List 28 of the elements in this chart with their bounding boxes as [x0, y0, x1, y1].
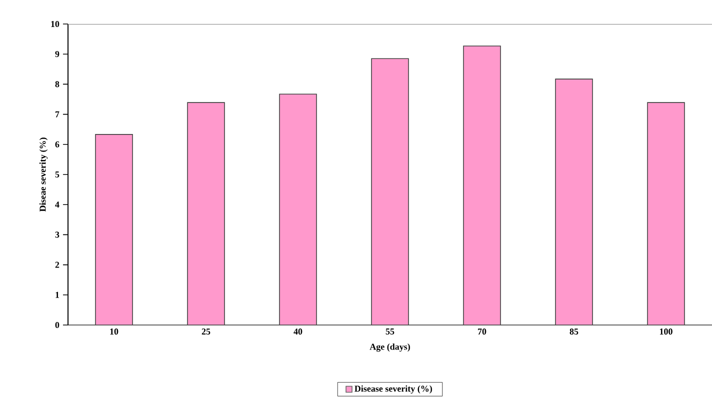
- y-tick-label: 5: [55, 171, 60, 178]
- y-axis-title: Diseae severity (%): [39, 138, 48, 212]
- bar: [187, 102, 225, 325]
- bar: [463, 46, 501, 325]
- x-tick-label: 10: [110, 328, 118, 335]
- x-tick-label: 85: [570, 328, 578, 335]
- y-tick-label: 1: [56, 292, 60, 298]
- x-tick-label: 55: [386, 328, 394, 335]
- bar: [95, 134, 133, 325]
- y-tick-label: 2: [55, 262, 60, 268]
- x-tick-label: 40: [294, 328, 302, 335]
- y-tick-label: 6: [55, 141, 60, 148]
- bar: [279, 94, 317, 325]
- x-axis-title: Age (days): [370, 343, 410, 352]
- y-tick-label: 3: [55, 232, 60, 238]
- x-tick-label: 100: [660, 328, 672, 335]
- bar: [647, 102, 685, 325]
- y-tick-label: 9: [55, 51, 60, 58]
- y-tick-label: 8: [55, 81, 60, 88]
- y-tick-label: 7: [55, 111, 60, 118]
- y-tick-label: 0: [55, 322, 60, 328]
- legend-label: Disease severity (%): [354, 385, 432, 394]
- x-tick-label: 25: [202, 328, 210, 335]
- y-tick-label: 4: [55, 202, 60, 208]
- y-tick-label: 10: [51, 20, 60, 28]
- bar: [371, 58, 409, 325]
- bar: [555, 78, 593, 325]
- x-tick-label: 70: [478, 328, 486, 335]
